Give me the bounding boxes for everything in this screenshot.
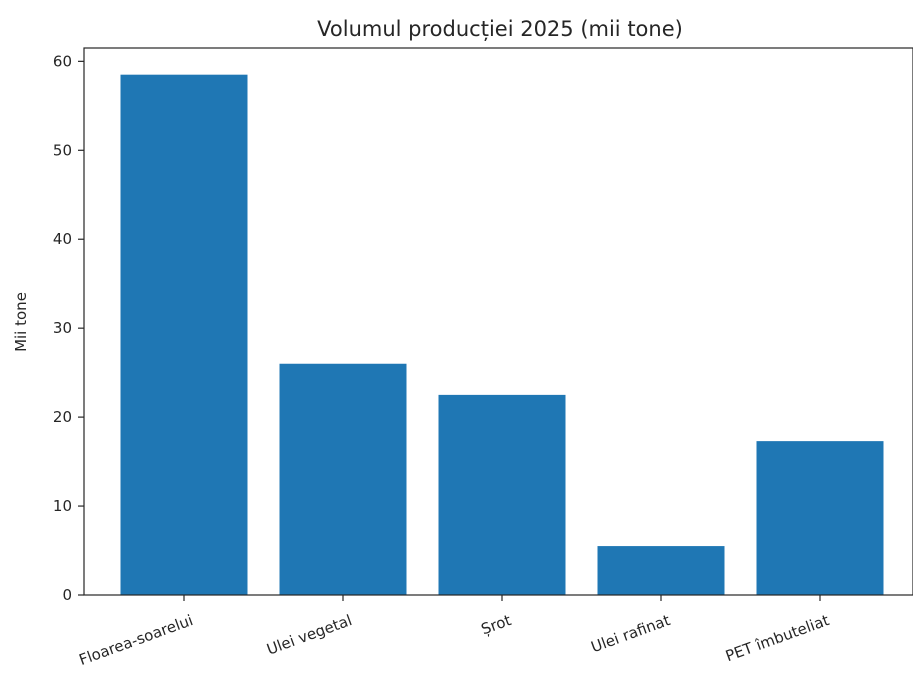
chart-title: Volumul producției 2025 (mii tone): [317, 17, 683, 41]
y-tick-label: 60: [53, 52, 72, 70]
y-axis: 0 10 20 30 40 50 60: [53, 52, 84, 604]
bar: [597, 546, 725, 595]
y-axis-label: Mii tone: [12, 292, 30, 352]
y-tick-label: 0: [62, 586, 72, 604]
y-tick-label: 10: [53, 497, 72, 515]
x-tick-label: Ulei rafinat: [589, 611, 673, 656]
y-tick-label: 30: [53, 319, 72, 337]
bars-group: [120, 74, 884, 596]
x-tick-label: PET îmbuteliat: [723, 611, 831, 665]
y-tick-label: 40: [53, 230, 72, 248]
bar: [438, 394, 566, 595]
x-tick-label: Șrot: [479, 611, 514, 638]
bar: [120, 74, 248, 596]
x-axis: Floarea-soarelui Ulei vegetal Șrot Ulei raf…: [77, 595, 832, 669]
x-tick-label: Ulei vegetal: [264, 611, 354, 658]
bar: [279, 363, 407, 595]
y-tick-label: 20: [53, 408, 72, 426]
y-tick-label: 50: [53, 141, 72, 159]
bar: [756, 441, 884, 595]
plot-frame: [83, 47, 913, 596]
x-tick-label: Floarea-soarelui: [77, 611, 196, 669]
